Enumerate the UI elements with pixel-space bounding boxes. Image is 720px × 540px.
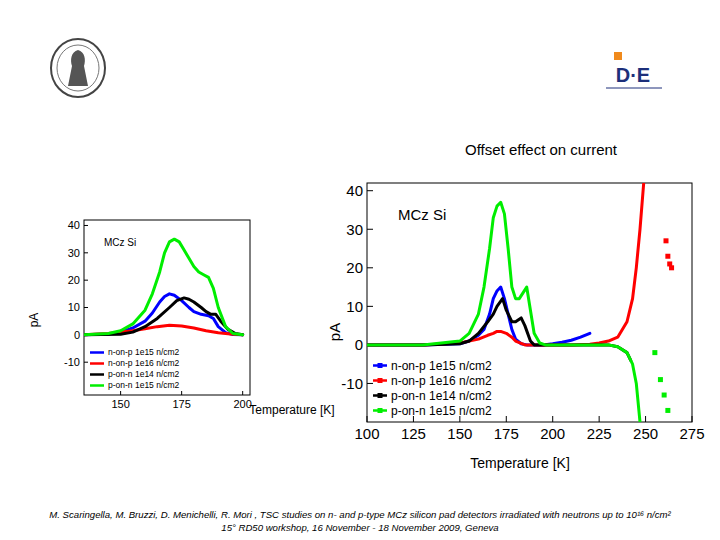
legend-label: p-on-n 1e15 n/cm2 xyxy=(108,380,180,390)
y-tick-label: -10 xyxy=(64,356,80,368)
x-tick xyxy=(599,416,600,422)
seal-inner xyxy=(57,45,99,91)
y-tick xyxy=(367,190,373,191)
annotation: MCz Si xyxy=(104,237,136,248)
x-tick-label: 250 xyxy=(633,425,658,442)
y-tick xyxy=(367,267,373,268)
logo-text: D·E xyxy=(616,64,650,86)
series-line xyxy=(84,294,243,335)
logo-square xyxy=(614,52,622,60)
y-tick-label: 20 xyxy=(346,259,363,276)
department-logo: D·E xyxy=(606,52,662,88)
y-tick-label: 10 xyxy=(68,301,80,313)
footer-workshop: 15° RD50 workshop, 16 November - 18 Nove… xyxy=(221,522,498,533)
legend-marker xyxy=(378,378,383,383)
x-tick-label: 150 xyxy=(111,398,129,410)
y-tick-label: 10 xyxy=(346,298,363,315)
y-tick-label: 30 xyxy=(346,221,363,238)
point xyxy=(669,265,674,270)
y-tick-label: 0 xyxy=(74,329,80,341)
y-tick xyxy=(84,225,88,226)
y-tick xyxy=(84,280,88,281)
chart: 100 125 150 175 200 225 250 275 -10 0 10 20 30 40 Temp… xyxy=(326,182,705,471)
point xyxy=(664,238,669,243)
legend: n-on-p 1e15 n/cm2n-on-p 1e16 n/cm2p-on-n… xyxy=(90,347,180,390)
background xyxy=(0,0,720,540)
x-tick-label: 175 xyxy=(172,398,190,410)
y-tick xyxy=(367,383,373,384)
x-axis-label: Temperature [K] xyxy=(249,403,334,417)
legend-swatch xyxy=(90,351,104,354)
slide: D·E Offset effect on current M. Scaringell… xyxy=(0,0,720,540)
seal-figure xyxy=(68,50,88,86)
x-tick-label: 275 xyxy=(679,425,704,442)
point xyxy=(652,350,657,355)
legend-label: p-on-n 1e15 n/cm2 xyxy=(391,404,492,418)
x-tick-label: 125 xyxy=(401,425,426,442)
point xyxy=(665,254,670,259)
plot-frame xyxy=(84,220,250,395)
x-tick xyxy=(552,416,553,422)
legend-label: n-on-p 1e16 n/cm2 xyxy=(108,358,180,368)
x-tick-label: 150 xyxy=(447,425,472,442)
series-line xyxy=(367,202,640,422)
x-axis-label: Temperature [K] xyxy=(470,455,570,471)
legend-label: n-on-p 1e16 n/cm2 xyxy=(391,374,492,388)
y-tick xyxy=(84,362,88,363)
legend-marker xyxy=(378,393,383,398)
slide-title: Offset effect on current xyxy=(465,141,618,158)
y-tick-label: -10 xyxy=(341,375,363,392)
x-tick xyxy=(692,416,693,422)
series-line xyxy=(84,239,243,335)
x-tick-label: 175 xyxy=(494,425,519,442)
logo-rule xyxy=(606,88,662,89)
data-area xyxy=(84,239,243,335)
x-tick xyxy=(367,416,368,422)
x-tick xyxy=(506,416,507,422)
point xyxy=(658,377,663,382)
y-tick xyxy=(84,252,88,253)
legend: n-on-p 1e15 n/cm2n-on-p 1e16 n/cm2p-on-n… xyxy=(373,359,492,418)
x-tick-label: 100 xyxy=(354,425,379,442)
x-tick-label: 225 xyxy=(587,425,612,442)
y-tick-label: 20 xyxy=(68,274,80,286)
point xyxy=(665,408,670,413)
legend-label: p-on-n 1e14 n/cm2 xyxy=(108,369,180,379)
series-line xyxy=(367,183,644,345)
x-tick xyxy=(242,391,243,395)
y-tick-label: 40 xyxy=(68,219,80,231)
footer-citation: M. Scaringella, M. Bruzzi, D. Menichelli… xyxy=(49,509,671,520)
x-tick xyxy=(181,391,182,395)
y-axis-label: pA xyxy=(326,323,343,341)
y-tick xyxy=(84,307,88,308)
y-tick-label: 40 xyxy=(346,182,363,199)
legend-label: n-on-p 1e15 n/cm2 xyxy=(391,359,492,373)
y-tick xyxy=(367,306,373,307)
y-tick-label: 0 xyxy=(355,336,363,353)
university-seal xyxy=(51,39,105,97)
y-tick-label: 30 xyxy=(68,247,80,259)
plot-frame xyxy=(367,183,692,422)
chart: 150175200-10010203040Temperature [K]pAMC… xyxy=(27,219,335,417)
y-axis-label: pA xyxy=(27,313,41,328)
legend-swatch xyxy=(90,362,104,365)
data-area xyxy=(367,183,674,422)
point xyxy=(662,393,667,398)
series-line xyxy=(84,298,243,335)
legend-label: n-on-p 1e15 n/cm2 xyxy=(108,347,180,357)
x-tick xyxy=(120,391,121,395)
legend-marker xyxy=(378,408,383,413)
y-tick xyxy=(367,229,373,230)
seal-ring xyxy=(51,39,105,97)
legend-swatch xyxy=(90,384,104,387)
series-line xyxy=(367,299,631,361)
annotation: MCz Si xyxy=(398,206,446,223)
x-tick xyxy=(645,416,646,422)
legend-label: p-on-n 1e14 n/cm2 xyxy=(391,389,492,403)
legend-marker xyxy=(378,363,383,368)
legend-swatch xyxy=(90,373,104,376)
x-tick-label: 200 xyxy=(540,425,565,442)
